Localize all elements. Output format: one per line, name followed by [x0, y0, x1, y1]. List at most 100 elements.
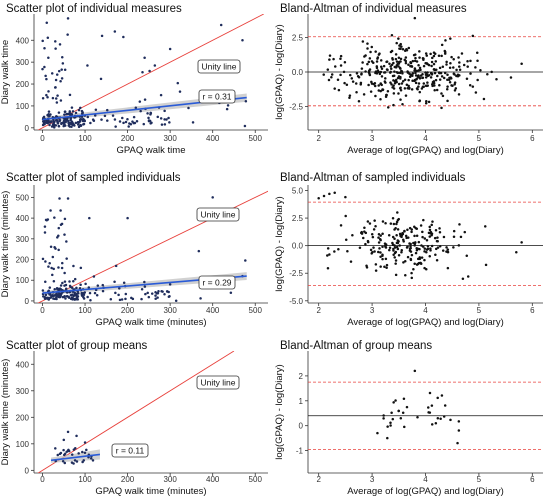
data-point: [381, 245, 384, 249]
x-axis-label: Average of log(GPAQ) and log(Diary): [347, 486, 503, 497]
data-point: [369, 50, 372, 54]
data-point: [41, 39, 44, 43]
y-tick-label: -2.5: [289, 269, 303, 278]
data-point: [388, 62, 391, 66]
data-point: [414, 251, 418, 255]
data-point: [443, 404, 447, 407]
data-point: [394, 399, 397, 402]
data-point: [106, 108, 109, 112]
data-point: [47, 110, 51, 113]
data-point: [438, 71, 441, 75]
data-point: [446, 85, 449, 88]
data-point: [326, 267, 330, 270]
data-point: [436, 74, 439, 78]
data-point: [385, 68, 389, 71]
data-point: [380, 75, 384, 78]
data-point: [469, 59, 472, 63]
data-point: [351, 80, 355, 83]
data-point: [54, 124, 58, 127]
data-point: [68, 93, 72, 97]
data-point: [434, 247, 438, 251]
data-point: [330, 76, 333, 79]
data-point: [422, 58, 425, 62]
data-point: [81, 460, 84, 464]
data-point: [392, 103, 395, 107]
data-point: [379, 251, 382, 254]
data-point: [83, 441, 87, 444]
data-point: [432, 62, 436, 66]
data-point: [381, 254, 384, 258]
data-point: [49, 209, 52, 212]
data-point: [361, 61, 364, 64]
data-point: [379, 98, 382, 101]
data-point: [68, 111, 71, 115]
data-point: [397, 82, 401, 86]
r-label-box: [198, 89, 236, 104]
x-axis-label: Average of log(GPAQ) and log(Diary): [347, 317, 503, 328]
data-point: [47, 112, 50, 116]
data-point: [122, 121, 125, 125]
data-point: [452, 246, 455, 249]
data-point: [60, 68, 63, 71]
data-point: [452, 235, 456, 238]
data-point: [392, 249, 395, 252]
plot-area: [37, 190, 268, 303]
chart-title: Scatter plot of individual measures: [6, 3, 182, 15]
data-point: [447, 78, 451, 81]
data-point: [385, 60, 388, 64]
data-point: [422, 82, 426, 85]
data-point: [475, 51, 479, 54]
data-point: [418, 56, 421, 59]
data-point: [77, 108, 81, 112]
data-point: [73, 277, 77, 281]
data-point: [47, 90, 50, 93]
data-point: [135, 119, 139, 123]
data-point: [476, 78, 479, 82]
data-point: [150, 121, 153, 124]
data-point: [58, 452, 62, 456]
data-point: [168, 295, 171, 298]
data-point: [61, 281, 64, 285]
data-point: [379, 265, 382, 268]
data-point: [92, 275, 96, 278]
data-point: [69, 297, 73, 301]
data-point: [100, 34, 104, 38]
data-point: [54, 40, 57, 43]
data-point: [431, 56, 434, 60]
data-point: [48, 262, 51, 265]
data-point: [424, 76, 428, 79]
data-point: [435, 259, 439, 262]
data-point: [375, 65, 379, 68]
data-point: [322, 73, 325, 76]
data-point: [244, 259, 247, 262]
data-point: [390, 34, 394, 37]
data-point: [326, 247, 330, 250]
data-point: [443, 71, 447, 75]
data-point: [414, 241, 417, 244]
data-point: [343, 81, 346, 85]
data-point: [141, 71, 144, 74]
data-point: [197, 249, 201, 253]
data-point: [140, 297, 143, 301]
data-point: [57, 69, 61, 73]
data-point: [438, 66, 442, 70]
data-point: [150, 292, 154, 295]
data-point: [392, 222, 396, 226]
data-point: [191, 121, 195, 124]
data-point: [187, 106, 190, 110]
data-point: [430, 404, 434, 407]
data-point: [219, 23, 223, 27]
data-point: [339, 57, 342, 61]
data-point: [389, 71, 392, 74]
data-point: [53, 287, 56, 291]
data-point: [394, 273, 398, 277]
data-point: [360, 67, 364, 70]
data-point: [429, 76, 433, 79]
data-point: [43, 225, 47, 228]
data-point: [366, 220, 370, 223]
x-tick-label: 0: [40, 475, 45, 484]
data-point: [382, 414, 385, 417]
data-point: [428, 228, 432, 232]
data-point: [82, 295, 85, 299]
